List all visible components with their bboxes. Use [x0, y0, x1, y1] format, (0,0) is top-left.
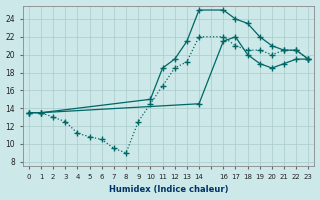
X-axis label: Humidex (Indice chaleur): Humidex (Indice chaleur) [109, 185, 228, 194]
